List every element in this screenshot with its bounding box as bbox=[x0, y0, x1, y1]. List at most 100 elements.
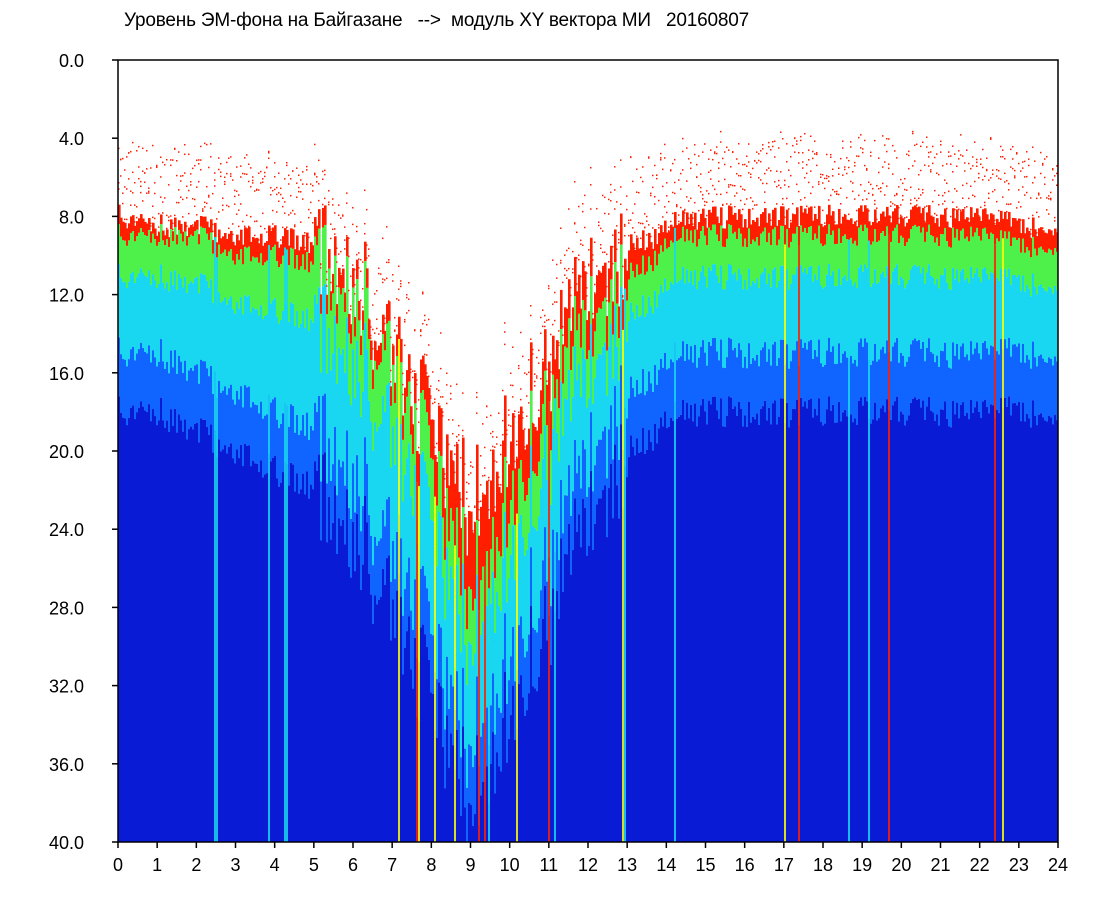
heat-cell bbox=[386, 303, 389, 324]
heat-speckle bbox=[590, 208, 592, 210]
heat-speckle bbox=[952, 201, 954, 203]
heat-speckle bbox=[810, 135, 812, 138]
heat-cell bbox=[680, 414, 683, 842]
heat-cell bbox=[244, 295, 247, 386]
heat-speckle bbox=[504, 343, 506, 346]
heat-cell bbox=[628, 279, 631, 322]
heat-speckle bbox=[702, 194, 704, 196]
heat-cell bbox=[854, 359, 857, 419]
heat-cell bbox=[1020, 362, 1023, 422]
heat-cell bbox=[946, 418, 949, 842]
heat-cell bbox=[724, 228, 727, 248]
heat-cell bbox=[916, 266, 919, 342]
heat-speckle bbox=[630, 219, 632, 221]
heat-speckle bbox=[298, 190, 300, 193]
heat-cell bbox=[140, 268, 143, 343]
heat-cell bbox=[1044, 290, 1047, 362]
heat-speckle bbox=[826, 153, 828, 156]
heat-cell bbox=[414, 579, 417, 639]
heat-cell bbox=[706, 245, 709, 288]
heat-speckle bbox=[924, 164, 926, 166]
heat-speckle bbox=[834, 190, 836, 193]
heat-cell bbox=[806, 273, 809, 350]
heat-cell bbox=[236, 254, 239, 302]
heat-cell bbox=[624, 258, 627, 289]
heat-speckle bbox=[810, 170, 812, 172]
heat-cell bbox=[462, 507, 465, 564]
heat-cell bbox=[772, 209, 775, 230]
heat-cell bbox=[840, 223, 843, 244]
heat-cell bbox=[730, 206, 733, 226]
heat-cell bbox=[430, 419, 433, 458]
heat-speckle bbox=[186, 185, 188, 188]
heat-cell bbox=[670, 224, 673, 241]
heat-speckle bbox=[804, 196, 806, 199]
heat-cell bbox=[826, 214, 829, 234]
x-tick-label: 20 bbox=[891, 855, 911, 875]
heat-cell bbox=[718, 223, 721, 242]
heat-speckle bbox=[398, 299, 400, 301]
heat-cell bbox=[1014, 344, 1017, 403]
heat-speckle bbox=[140, 185, 142, 188]
heat-cell bbox=[678, 281, 681, 359]
heat-speckle bbox=[206, 185, 208, 188]
heat-cell bbox=[546, 384, 549, 426]
heatmap-column bbox=[680, 172, 683, 842]
heat-cell bbox=[812, 240, 815, 282]
heat-speckle bbox=[1022, 167, 1024, 169]
heat-cell bbox=[872, 283, 875, 361]
heatmap-column bbox=[722, 157, 725, 842]
heat-cell bbox=[260, 233, 263, 254]
heat-cell bbox=[458, 557, 461, 615]
heat-cell bbox=[616, 303, 619, 347]
heat-cell bbox=[458, 720, 461, 780]
heat-cell bbox=[982, 228, 985, 269]
heat-streak bbox=[434, 496, 436, 842]
heat-cell bbox=[456, 564, 459, 672]
heatmap-column bbox=[1004, 157, 1007, 842]
heat-speckle bbox=[622, 265, 624, 268]
heat-cell bbox=[220, 451, 223, 842]
heat-cell bbox=[492, 449, 495, 517]
heat-speckle bbox=[580, 243, 582, 245]
heat-cell bbox=[472, 665, 475, 768]
heat-cell bbox=[1036, 425, 1039, 842]
heat-speckle bbox=[424, 353, 426, 356]
heat-speckle bbox=[908, 150, 910, 153]
heat-cell bbox=[732, 408, 735, 842]
heat-speckle bbox=[258, 239, 260, 241]
heat-cell bbox=[204, 361, 207, 420]
heat-cell bbox=[768, 349, 771, 408]
heat-cell bbox=[794, 409, 797, 842]
heat-cell bbox=[718, 418, 721, 842]
heat-cell bbox=[368, 515, 371, 574]
heatmap-column bbox=[956, 165, 959, 842]
heat-cell bbox=[568, 523, 571, 842]
heat-speckle bbox=[980, 163, 982, 166]
heat-cell bbox=[194, 423, 197, 842]
heat-cell bbox=[592, 491, 595, 551]
heat-cell bbox=[376, 369, 379, 432]
heat-cell bbox=[606, 478, 609, 538]
heat-cell bbox=[184, 419, 187, 842]
heat-cell bbox=[572, 491, 575, 550]
heat-cell bbox=[402, 501, 405, 616]
heat-cell bbox=[324, 393, 327, 453]
x-tick-label: 23 bbox=[1009, 855, 1029, 875]
heatmap-column bbox=[278, 172, 281, 842]
y-tick-label: 12.0 bbox=[49, 286, 84, 306]
heat-cell bbox=[242, 466, 245, 842]
heat-cell bbox=[758, 287, 761, 367]
heat-speckle bbox=[628, 219, 630, 222]
heat-cell bbox=[1016, 240, 1019, 278]
heat-cell bbox=[602, 489, 605, 842]
heat-cell bbox=[378, 541, 381, 600]
heat-cell bbox=[700, 213, 703, 232]
heat-cell bbox=[250, 466, 253, 842]
heat-cell bbox=[894, 342, 897, 402]
heat-cell bbox=[834, 364, 837, 423]
heat-cell bbox=[808, 227, 811, 268]
heatmap-column bbox=[464, 463, 467, 842]
heat-cell bbox=[586, 359, 589, 408]
heat-cell bbox=[934, 284, 937, 363]
